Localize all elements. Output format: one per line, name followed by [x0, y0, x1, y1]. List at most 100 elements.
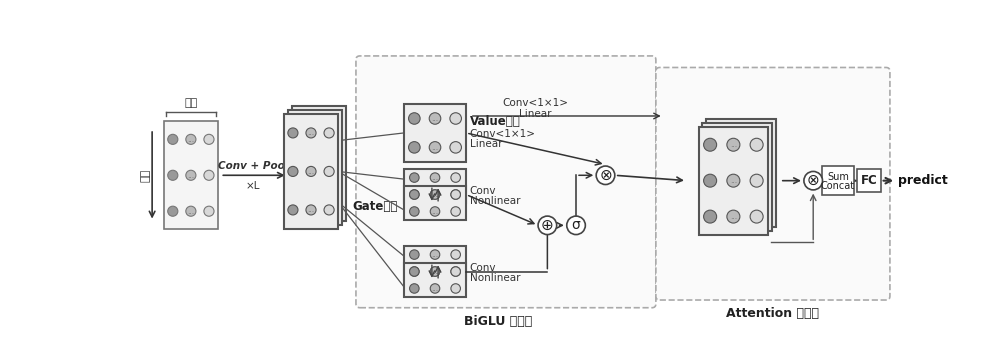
Circle shape [430, 284, 440, 293]
Circle shape [186, 134, 196, 144]
Text: Conv: Conv [470, 263, 496, 273]
Text: ⊗: ⊗ [807, 173, 820, 188]
Circle shape [288, 166, 298, 176]
Circle shape [306, 166, 316, 176]
Text: ...: ... [431, 143, 439, 152]
Circle shape [186, 170, 196, 180]
Bar [404, 186, 466, 220]
Circle shape [409, 113, 420, 124]
Circle shape [430, 190, 440, 199]
Circle shape [430, 250, 440, 259]
Text: Concat: Concat [821, 181, 855, 191]
Text: ×L: ×L [246, 181, 260, 191]
Circle shape [410, 267, 419, 276]
Circle shape [538, 216, 557, 235]
Text: Conv: Conv [470, 186, 496, 196]
Circle shape [450, 113, 461, 124]
Circle shape [410, 207, 419, 216]
Circle shape [750, 210, 763, 223]
Bar [284, 114, 338, 229]
Text: ...: ... [307, 205, 315, 215]
Circle shape [288, 128, 298, 138]
Circle shape [204, 170, 214, 180]
Text: Conv + Pool: Conv + Pool [218, 161, 288, 171]
Circle shape [429, 113, 441, 124]
Circle shape [288, 205, 298, 215]
Text: Gate分支: Gate分支 [352, 200, 398, 212]
Text: ...: ... [187, 171, 194, 180]
Circle shape [430, 267, 440, 276]
Circle shape [186, 206, 196, 216]
Bar [292, 106, 346, 221]
Text: ⊗: ⊗ [599, 168, 612, 183]
Text: σ: σ [572, 218, 580, 232]
Circle shape [410, 284, 419, 293]
Circle shape [450, 142, 461, 153]
Circle shape [727, 210, 740, 223]
Text: BiGLU 网络层: BiGLU 网络层 [464, 315, 532, 328]
FancyBboxPatch shape [656, 67, 890, 300]
Circle shape [704, 210, 717, 223]
Text: FC: FC [861, 174, 877, 187]
FancyBboxPatch shape [356, 56, 656, 308]
Circle shape [410, 190, 419, 199]
Circle shape [204, 206, 214, 216]
Circle shape [324, 166, 334, 176]
Bar [822, 166, 854, 195]
Circle shape [430, 207, 440, 216]
Circle shape [451, 250, 460, 259]
Circle shape [409, 142, 420, 153]
Text: ...: ... [730, 212, 737, 221]
Text: ...: ... [431, 250, 439, 259]
Circle shape [750, 138, 763, 151]
Text: ...: ... [431, 267, 439, 276]
Bar [706, 119, 776, 227]
Circle shape [429, 142, 441, 153]
Text: ⊕: ⊕ [541, 218, 554, 233]
Circle shape [410, 173, 419, 182]
Bar [288, 110, 342, 225]
Circle shape [430, 267, 440, 276]
Circle shape [451, 284, 460, 293]
Text: 时间: 时间 [140, 169, 150, 182]
Text: ...: ... [187, 207, 194, 216]
Circle shape [727, 174, 740, 187]
Circle shape [410, 250, 419, 259]
Text: Sum: Sum [827, 172, 849, 182]
Circle shape [410, 190, 419, 199]
Text: ...: ... [730, 140, 737, 149]
Circle shape [451, 190, 460, 199]
Circle shape [704, 138, 717, 151]
Bar [857, 169, 881, 192]
Circle shape [168, 134, 178, 144]
Text: Conv<1×1>: Conv<1×1> [503, 98, 569, 108]
Text: ...: ... [307, 167, 315, 176]
Text: Nonlinear: Nonlinear [470, 273, 520, 283]
Text: ...: ... [431, 173, 439, 182]
Text: predict: predict [898, 174, 947, 187]
Text: ...: ... [431, 190, 439, 199]
Text: Value分支: Value分支 [470, 115, 521, 128]
Bar [164, 121, 218, 229]
Text: ...: ... [431, 190, 439, 199]
Circle shape [727, 138, 740, 151]
Circle shape [430, 173, 440, 182]
Circle shape [168, 170, 178, 180]
Circle shape [324, 205, 334, 215]
Circle shape [750, 174, 763, 187]
Circle shape [451, 267, 460, 276]
Circle shape [306, 128, 316, 138]
Circle shape [430, 190, 440, 199]
Bar [404, 169, 466, 203]
Circle shape [451, 207, 460, 216]
Text: Nonlinear: Nonlinear [470, 196, 520, 206]
Text: Conv<1×1>: Conv<1×1> [470, 130, 536, 140]
Circle shape [306, 205, 316, 215]
Circle shape [410, 267, 419, 276]
Text: ...: ... [431, 114, 439, 123]
Circle shape [451, 190, 460, 199]
Text: ...: ... [431, 207, 439, 216]
Text: ...: ... [730, 176, 737, 185]
Circle shape [567, 216, 585, 235]
Bar [702, 123, 772, 231]
